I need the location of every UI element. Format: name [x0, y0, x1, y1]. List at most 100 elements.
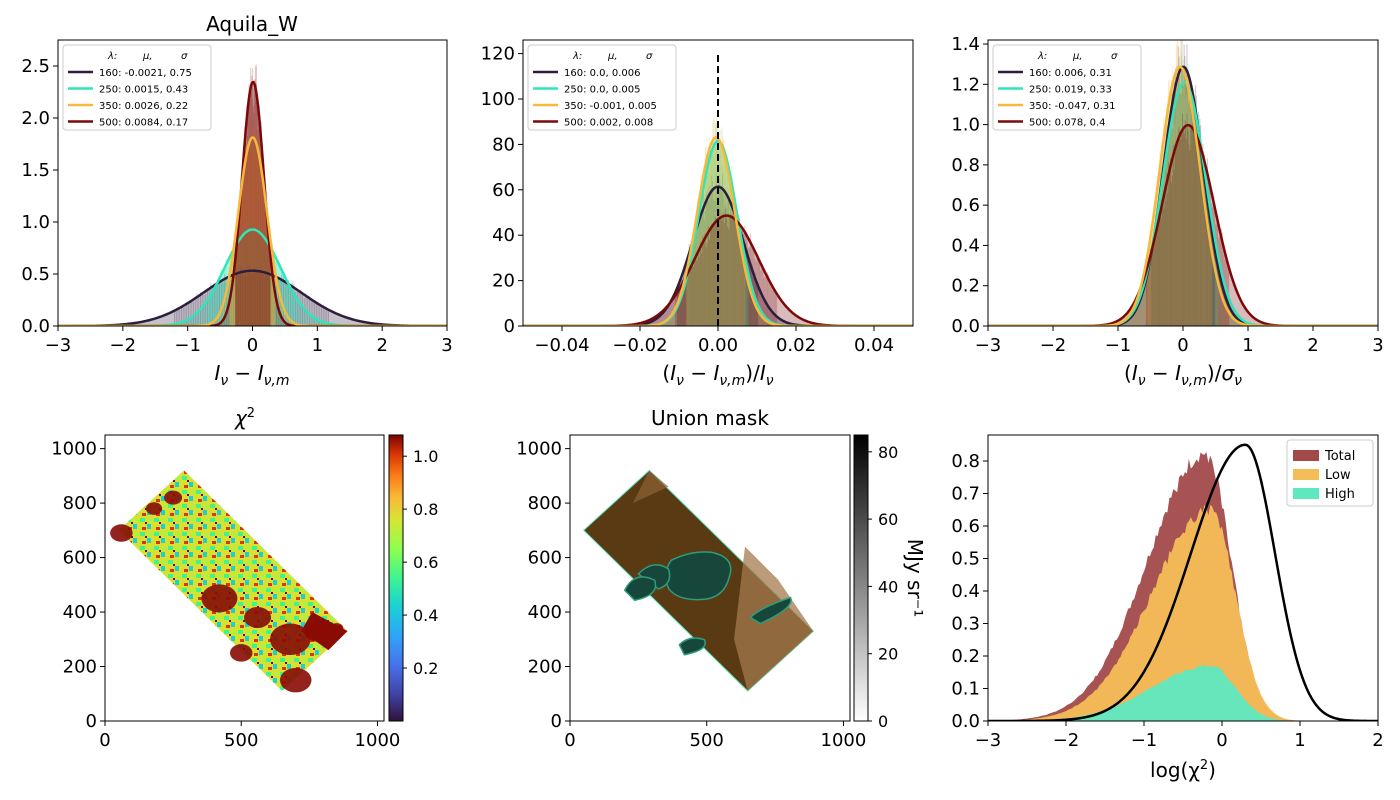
legend-entry: 350: 0.0026, 0.22 [99, 101, 188, 112]
legend-entry: Total [1324, 449, 1355, 464]
histogram-fill-500 [988, 125, 1378, 326]
axis-ticks: 0 500 1000 0 200 400 600 800 1000 [516, 439, 866, 751]
x-tick-label: −2 [1053, 730, 1080, 751]
legend-entry: 350: -0.047, 0.31 [1029, 101, 1116, 112]
x-tick-label: −3 [975, 730, 1002, 751]
axis-ticks: −3 −2 −1 0 1 2 3 0.0 0.5 1.0 1.5 2.0 2.5 [21, 56, 452, 356]
panel-title: χ2 [234, 406, 255, 430]
y-tick-label: 1.2 [951, 74, 980, 95]
panel-log-chi2-histogram: −3 −2 −1 0 1 2 0.0 0.1 0.2 0.3 0.4 0.5 0.6 0.7 0.8 log… [951, 434, 1384, 782]
masked-region [678, 637, 706, 656]
y-tick-label: 2.5 [21, 56, 50, 77]
y-tick-label: 600 [528, 548, 562, 569]
gaussian-fit-160 [988, 65, 1378, 326]
y-tick-label: 1000 [516, 439, 562, 460]
legend-entry: 160: 0.0, 0.006 [564, 68, 641, 79]
chi2-image [110, 470, 348, 693]
legend-box [992, 44, 1142, 131]
y-tick-label: 0.0 [21, 316, 50, 337]
y-tick-label: 0.3 [951, 614, 980, 635]
union-mask-image [582, 469, 815, 692]
y-tick-label: 0.0 [951, 711, 980, 732]
colorbar-tick-label: 0 [878, 712, 888, 731]
chi2-high-region [229, 644, 253, 662]
histogram-bars [988, 452, 1378, 721]
y-tick-label: 600 [63, 548, 97, 569]
panel-relative-residual-histogram: −0.04 −0.02 0.00 0.02 0.04 0 20 40 60 80 100 120 (I… [481, 39, 914, 389]
axes-frame [987, 434, 1379, 722]
y-tick-label: 1.0 [951, 115, 980, 136]
y-tick-label: 1000 [51, 439, 97, 460]
panel-union-mask-map: Union mask 0 500 1000 0 200 400 600 800 1000 0 20… [516, 406, 927, 751]
x-tick-label: 3 [1372, 335, 1383, 356]
legend-entry: 250: 0.019, 0.33 [1029, 85, 1112, 96]
x-axis-label: log(χ2) [1150, 758, 1216, 782]
y-tick-label: 20 [492, 271, 515, 292]
y-tick-label: 1.4 [951, 34, 980, 55]
colorbar-tick-label: 0.4 [413, 606, 438, 625]
y-tick-label: 1.5 [21, 160, 50, 181]
x-axis-label: (Iν − Iν,m)/Iν [662, 361, 773, 389]
legend-entry: 350: -0.001, 0.005 [564, 101, 657, 112]
x-tick-label: 0 [1216, 730, 1227, 751]
x-tick-label: 1 [1242, 335, 1253, 356]
gaussian-fit-250 [58, 228, 447, 326]
chi2-high-region [244, 606, 272, 628]
y-tick-label: 0.1 [951, 679, 980, 700]
y-tick-label: 800 [63, 493, 97, 514]
x-tick-label: −3 [975, 335, 1002, 356]
masked-region [749, 596, 792, 625]
colorbar-tick-label: 0.8 [413, 500, 438, 519]
gaussian-fit-160 [523, 185, 913, 326]
y-tick-label: 0.4 [951, 235, 980, 256]
axis-ticks: 0 500 1000 0 200 400 600 800 1000 [51, 439, 400, 751]
colorbar-tick-label: 0.2 [413, 659, 438, 678]
legend: λ: μ, σ 160: -0.0021, 0.75 250: 0.0015, 0.43… [62, 44, 212, 131]
legend-header-sigma: σ [181, 51, 188, 62]
colorbar-tick-label: 20 [878, 645, 898, 664]
x-tick-label: −1 [1131, 730, 1158, 751]
histogram-fill-350 [58, 137, 447, 326]
gaussian-fits [58, 80, 447, 326]
colorbar-tick-label: 80 [878, 443, 898, 462]
panel-normalized-residual-histogram: −3 −2 −1 0 1 2 3 0.0 0.2 0.4 0.6 0.8 1.0 1.2 1.4 (Iν −… [951, 34, 1383, 389]
axis-ticks: −3 −2 −1 0 1 2 3 0.0 0.2 0.4 0.6 0.8 1.0 1.2 1.4 [951, 34, 1383, 356]
axes-frame [104, 434, 385, 722]
legend-entry: 250: 0.0, 0.005 [564, 85, 641, 96]
colorbar [853, 434, 869, 722]
histogram-fill-350 [988, 66, 1378, 326]
legend-swatch [1293, 450, 1319, 461]
legend-entry: High [1325, 487, 1355, 502]
y-tick-label: 0.5 [21, 264, 50, 285]
legend-header-lambda: λ: [107, 51, 117, 62]
y-tick-label: 800 [528, 493, 562, 514]
y-tick-label: 0 [504, 316, 515, 337]
x-tick-label: 500 [690, 730, 724, 751]
legend-header-lambda: λ: [572, 51, 582, 62]
legend-entry: 500: 0.002, 0.008 [564, 118, 653, 129]
x-tick-label: −2 [1040, 335, 1067, 356]
legend-entry: 500: 0.0084, 0.17 [99, 118, 188, 129]
panel-title: Aquila_W [206, 12, 298, 36]
histogram-fill-160 [58, 270, 447, 326]
legend-header-lambda: λ: [1037, 51, 1047, 62]
legend-header-mu: μ, [607, 51, 618, 62]
gaussian-fit-350 [58, 136, 447, 326]
legend-swatch [1293, 488, 1319, 499]
legend-box [527, 44, 677, 131]
masked-region [623, 576, 657, 602]
y-tick-label: 400 [63, 602, 97, 623]
histogram-fills [988, 40, 1378, 326]
colorbar-label: MJy sr⁻¹ [903, 539, 927, 618]
histogram-fill-250 [58, 229, 447, 326]
x-tick-label: 0 [99, 730, 110, 751]
y-tick-label: 40 [492, 225, 515, 246]
histogram-high [988, 664, 1378, 721]
y-tick-label: 0.4 [951, 581, 980, 602]
legend: λ: μ, σ 160: 0.0, 0.006 250: 0.0, 0.005 350: … [527, 44, 677, 131]
x-tick-label: 1000 [355, 730, 401, 751]
chi2-high-region [270, 623, 311, 656]
x-tick-label: −0.04 [534, 335, 589, 356]
panel-residual-histogram: Aquila_W −3 −2 −1 0 1 2 3 0.0 0.5 1.0 1.5 2.0 2.5 Iν… [21, 12, 452, 389]
